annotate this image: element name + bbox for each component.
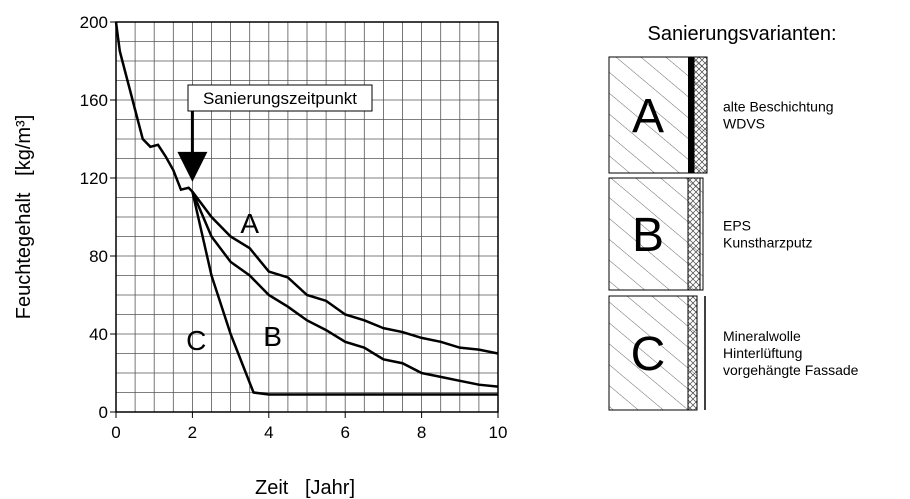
variant-text: Mineralwolle [723,328,801,344]
series-label: C [186,325,206,356]
y-tick-label: 0 [99,403,108,422]
x-axis-label: Zeit [Jahr] [255,477,355,499]
line [114,21,194,193]
insulation [687,177,701,291]
variant-text: vorgehängte Fassade [723,362,859,378]
annotation-arrowhead [177,151,208,182]
line [191,191,499,388]
plot: 0 2 4 6 8 10 0 40 80 120 160 200 A B C Sanierungszeitpu… [80,13,508,442]
x-tick-label: 10 [489,423,508,442]
line [191,191,498,396]
y-tick-label: 160 [80,91,108,110]
variant-label: A [632,90,664,143]
y-tick-label: 40 [89,325,108,344]
series-label: B [263,321,282,352]
x-tick-label: 2 [188,423,197,442]
variant-text: EPS [723,218,751,234]
wall [608,177,704,291]
variant-text: alte Beschichtung [723,99,834,115]
insulation [693,56,708,174]
x-tick-label: 4 [264,423,273,442]
plot-frame [115,21,499,413]
y-tick-label: 80 [89,247,108,266]
variant-label: C [631,328,666,381]
variant-text: Kunstharzputz [723,235,813,251]
x-tick-label: 0 [111,423,120,442]
annotation: Sanierungszeitpunkt [203,89,357,108]
variant-text: Hinterlüftung [723,345,802,361]
variant-text: WDVS [723,116,765,132]
y-tick-label: 120 [80,169,108,188]
y-axis-label: Feuchtegehalt [kg/m³] [13,115,35,320]
x-tick-label: 6 [340,423,349,442]
insulation [687,295,698,411]
y-tick-label: 200 [80,13,108,32]
series-label: A [240,208,259,239]
panel-title: Sanierungsvarianten: [647,23,836,45]
coating [688,57,694,173]
line [191,190,499,355]
variant-label: B [632,209,664,262]
x-tick-label: 8 [417,423,426,442]
annotation-box [187,84,373,112]
